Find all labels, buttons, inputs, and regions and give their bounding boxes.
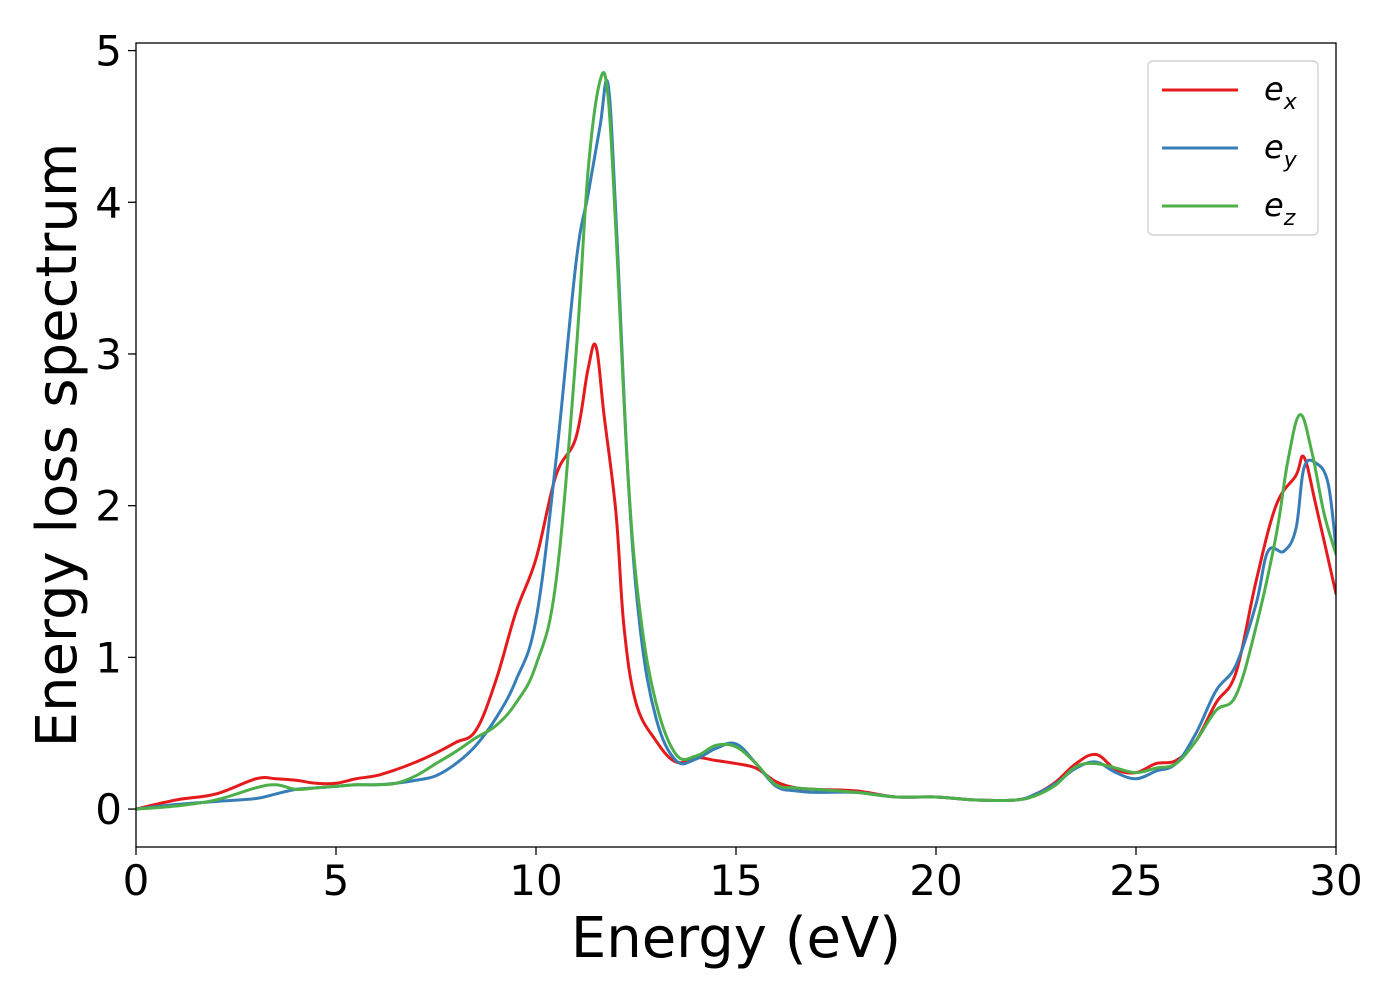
y-tick-label: 1	[95, 633, 122, 682]
legend-label-subscript: x	[1283, 90, 1298, 115]
series-line-e-z	[136, 71, 1336, 811]
x-tick-label: 15	[709, 856, 762, 905]
x-tick-label: 20	[909, 856, 962, 905]
legend-label-subscript: z	[1283, 206, 1296, 231]
y-tick-label: 5	[95, 27, 122, 76]
x-tick-label: 5	[323, 856, 350, 905]
x-tick-label: 25	[1109, 856, 1162, 905]
axes: 0 5 10 15 20 25 30 0 1 2 3 4 5 Energy (eV) Energy loss…	[25, 27, 1363, 971]
x-tick-label: 0	[123, 856, 150, 905]
x-tick-label: 10	[509, 856, 562, 905]
plot-area	[136, 71, 1336, 811]
y-tick-label: 4	[95, 178, 122, 227]
y-tick-label: 0	[95, 785, 122, 834]
y-tick-label: 3	[95, 330, 122, 379]
series-line-e-x	[136, 342, 1336, 811]
series-lines	[136, 71, 1336, 811]
legend-label-subscript: y	[1283, 148, 1298, 173]
y-tick-label: 2	[95, 482, 122, 531]
x-tick-label: 30	[1309, 856, 1362, 905]
y-axis-title: Energy loss spectrum	[25, 143, 90, 748]
x-axis-title: Energy (eV)	[571, 906, 901, 971]
